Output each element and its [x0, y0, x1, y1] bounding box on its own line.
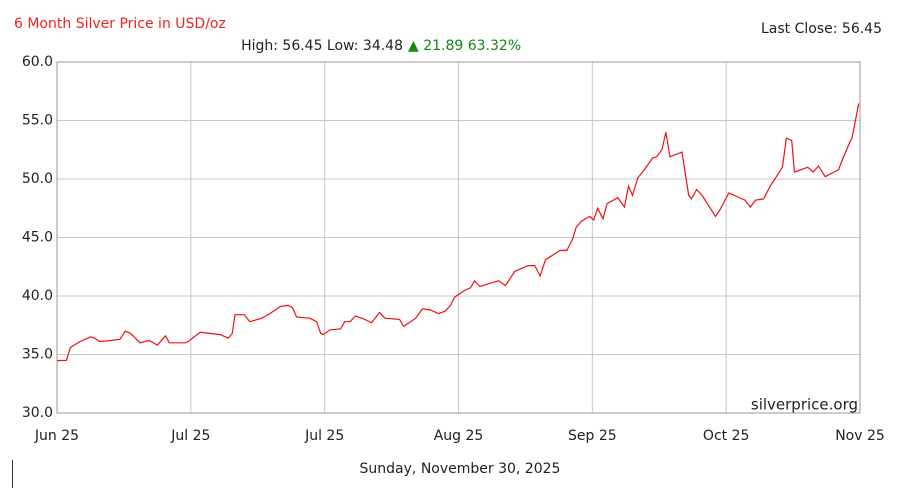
x-tick-label: Oct 25	[703, 428, 749, 444]
last-close: Last Close: 56.45	[761, 21, 882, 37]
y-tick-label: 60.0	[22, 54, 53, 70]
change: ▲ 21.89 63.32%	[408, 38, 521, 54]
x-tick-label: Jul 25	[304, 428, 344, 444]
plot-border	[56, 61, 861, 414]
y-tick-label: 30.0	[22, 405, 53, 421]
date: Sunday, November 30, 2025	[360, 461, 561, 477]
y-tick-label: 50.0	[22, 171, 53, 187]
x-tick-label: Sep 25	[568, 428, 617, 444]
watermark: silverprice.org	[751, 396, 858, 414]
price-line	[56, 103, 860, 362]
y-tick-label: 55.0	[22, 113, 53, 129]
stats: High: 56.45 Low: 34.48	[241, 38, 403, 54]
y-tick-label: 45.0	[22, 230, 53, 246]
x-tick-label: Nov 25	[835, 428, 885, 444]
x-tick-label: Jul 25	[170, 428, 210, 444]
x-tick-label: Jun 25	[34, 428, 79, 444]
y-tick-label: 35.0	[22, 347, 53, 363]
y-tick-label: 40.0	[22, 288, 53, 304]
x-tick-label: Aug 25	[434, 428, 484, 444]
chart-title: 6 Month Silver Price in USD/oz	[14, 16, 226, 32]
